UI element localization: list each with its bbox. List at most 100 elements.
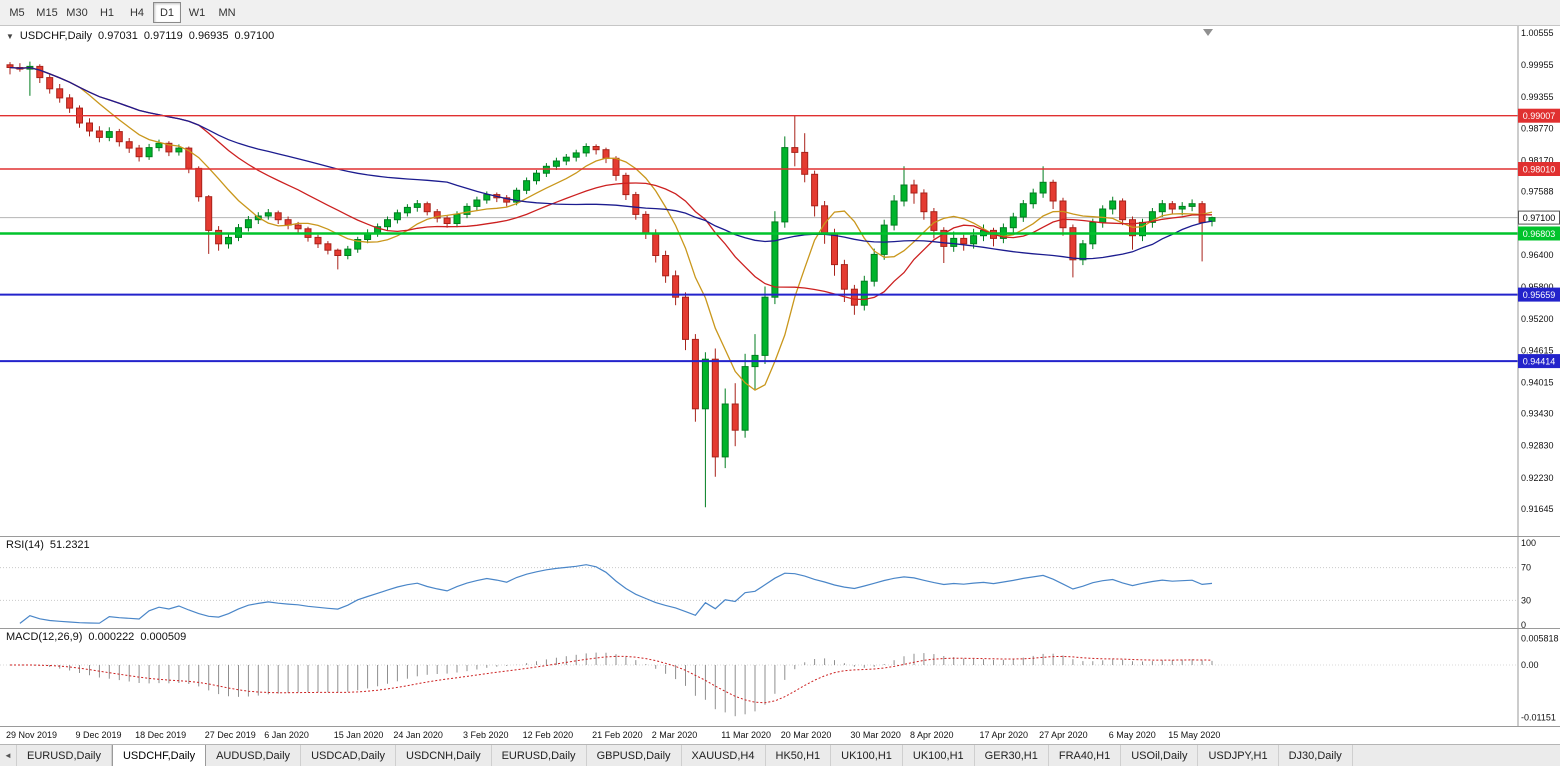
moving-average-8 [9, 66, 1213, 391]
macd-value-signal: 0.000509 [140, 631, 187, 643]
date-label: 27 Apr 2020 [1039, 730, 1088, 740]
macd-value-main: 0.000222 [88, 631, 135, 643]
macd-signal-line [10, 655, 1213, 704]
date-label: 6 Jan 2020 [264, 730, 309, 740]
timeframe-button-H4[interactable]: H4 [129, 6, 145, 19]
macd-axis-tick[interactable]: -0.01151 [1521, 713, 1556, 723]
date-label: 3 Feb 2020 [463, 730, 509, 740]
timeframe-button-W1[interactable]: W1 [188, 6, 206, 19]
date-label: 30 Mar 2020 [850, 730, 901, 740]
price-axis-tick[interactable]: 0.97588 [1521, 187, 1554, 197]
symbol-tab-bar: ◄ EURUSD,Daily USDCHF,Daily AUDUSD,Daily US… [0, 744, 1560, 766]
macd-title: MACD(12,26,9) [6, 631, 83, 643]
date-label: 12 Feb 2020 [522, 730, 574, 740]
chart-dropdown-icon[interactable]: ▼ [6, 31, 14, 41]
chart-header: ▼ USDCHF,Daily 0.97031 0.97119 0.96935 0… [6, 30, 274, 42]
chart-symbol-label: USDCHF,Daily [19, 30, 93, 42]
rsi-axis-tick[interactable]: 30 [1521, 595, 1531, 605]
main-chart-canvas[interactable]: 1.00555 0.99955 0.99355 0.98770 0.98170 0.975… [0, 26, 1560, 536]
price-axis-tick[interactable]: 0.93430 [1521, 409, 1554, 419]
timeframe-toolbar: M5 M15 M30 H1 H4 D1 W1 MN [0, 0, 1560, 26]
date-label: 17 Apr 2020 [979, 730, 1029, 740]
symbol-tab-10-UK100[interactable]: UK100,H1 [902, 745, 975, 766]
date-label: 9 Dec 2019 [75, 730, 122, 740]
symbol-tab-13-USOil[interactable]: USOil,Daily [1121, 745, 1199, 766]
macd-axis-tick[interactable]: 0.00 [1521, 660, 1539, 670]
rsi-axis-tick[interactable]: 70 [1521, 563, 1531, 573]
symbol-tab-5-EURUSD[interactable]: EURUSD,Daily [491, 745, 587, 766]
symbol-tab-12-FRA40[interactable]: FRA40,H1 [1048, 745, 1122, 766]
symbol-tab-4-USDCNH[interactable]: USDCNH,Daily [396, 745, 492, 766]
timeframe-button-M5[interactable]: M5 [9, 6, 25, 19]
price-badge-label: 0.95659 [1523, 290, 1556, 300]
date-label: 18 Dec 2019 [135, 730, 187, 740]
date-label: 21 Feb 2020 [592, 730, 643, 740]
timeframe-button-H1[interactable]: H1 [99, 6, 115, 19]
date-label: 2 Mar 2020 [651, 730, 698, 740]
timeframe-button-MN[interactable]: MN [218, 6, 236, 19]
chart-shift-marker[interactable] [1203, 29, 1213, 36]
tab-scroll-left-icon[interactable]: ◄ [0, 745, 17, 766]
moving-average-45 [9, 66, 1213, 260]
rsi-axis-tick[interactable]: 100 [1521, 538, 1536, 548]
symbol-tab-7-XAUUSD[interactable]: XAUUSD,H4 [681, 745, 766, 766]
date-label: 6 May 2020 [1108, 730, 1156, 740]
macd-indicator-pane[interactable]: 0.005818 0.00 -0.01151 [0, 628, 1560, 726]
price-axis-tick[interactable]: 0.94015 [1521, 377, 1554, 387]
symbol-tab-2-AUDUSD[interactable]: AUDUSD,Daily [206, 745, 302, 766]
price-badge-label: 0.96803 [1523, 229, 1556, 239]
timeframe-button-M15[interactable]: M15 [36, 6, 58, 19]
macd-canvas[interactable]: 0.005818 0.00 -0.01151 [0, 629, 1560, 726]
symbol-tab-15-DJ30[interactable]: DJ30,Daily [1278, 745, 1353, 766]
ohlc-close: 0.97100 [234, 30, 275, 42]
price-axis-tick[interactable]: 0.94615 [1521, 345, 1554, 355]
price-axis-tick[interactable]: 0.91645 [1521, 504, 1554, 514]
price-axis-tick[interactable]: 0.98170 [1521, 155, 1554, 165]
rsi-canvas[interactable]: 100 70 30 0 [0, 537, 1560, 628]
rsi-axis-tick[interactable]: 0 [1521, 620, 1526, 628]
price-badge-label: 0.98010 [1523, 165, 1556, 175]
price-axis-tick[interactable]: 0.99355 [1521, 92, 1554, 102]
date-label: 11 Mar 2020 [721, 730, 772, 740]
date-label: 8 Apr 2020 [910, 730, 954, 740]
date-label: 24 Jan 2020 [393, 730, 443, 740]
price-axis-tick[interactable]: 0.99955 [1521, 60, 1554, 70]
date-label: 15 Jan 2020 [333, 730, 384, 740]
price-axis-tick[interactable]: 0.96400 [1521, 250, 1554, 260]
price-axis-tick[interactable]: 0.95200 [1521, 314, 1554, 324]
rsi-value: 51.2321 [49, 539, 90, 551]
symbol-tab-1-USDCHF[interactable]: USDCHF,Daily [111, 745, 207, 766]
macd-header: MACD(12,26,9) 0.000222 0.000509 [6, 631, 186, 643]
ohlc-open: 0.97031 [98, 30, 138, 42]
timeframe-button-D1[interactable]: D1 [153, 2, 181, 23]
price-axis-tick[interactable]: 1.00555 [1521, 28, 1554, 38]
rsi-title: RSI(14) [6, 539, 44, 551]
date-label: 15 May 2020 [1168, 730, 1221, 740]
macd-histogram [19, 652, 1213, 717]
price-axis-tick[interactable]: 0.92830 [1521, 441, 1554, 451]
price-axis-tick[interactable]: 0.98770 [1521, 123, 1554, 133]
macd-axis-tick[interactable]: 0.005818 [1521, 634, 1559, 644]
symbol-tab-14-USDJPY[interactable]: USDJPY,H1 [1198, 745, 1279, 766]
price-axis-tick[interactable]: 0.95800 [1521, 282, 1554, 292]
main-chart-pane[interactable]: 1.00555 0.99955 0.99355 0.98770 0.98170 0.975… [0, 26, 1560, 536]
date-label: 20 Mar 2020 [780, 730, 832, 740]
price-badge-label: 0.97100 [1523, 213, 1556, 223]
price-axis-tick[interactable]: 0.92230 [1521, 473, 1554, 483]
ohlc-low: 0.96935 [188, 30, 229, 42]
rsi-indicator-pane[interactable]: 100 70 30 0 [0, 536, 1560, 628]
timeframe-button-M30[interactable]: M30 [66, 6, 88, 19]
symbol-tab-11-GER30[interactable]: GER30,H1 [974, 745, 1049, 766]
candles-layer [6, 61, 1216, 508]
symbol-tab-6-GBPUSD[interactable]: GBPUSD,Daily [586, 745, 682, 766]
price-badge-label: 0.94414 [1523, 357, 1556, 367]
price-badge-label: 0.99007 [1523, 111, 1556, 121]
date-label: 29 Nov 2019 [6, 730, 58, 740]
date-label: 27 Dec 2019 [204, 730, 256, 740]
time-axis[interactable]: 29 Nov 2019 9 Dec 2019 18 Dec 2019 27 Dec 2… [0, 726, 1560, 744]
symbol-tab-3-USDCAD[interactable]: USDCAD,Daily [301, 745, 397, 766]
moving-average-20 [9, 66, 1212, 301]
symbol-tab-9-UK100[interactable]: UK100,H1 [831, 745, 903, 766]
symbol-tab-0-EURUSD[interactable]: EURUSD,Daily [17, 745, 112, 766]
symbol-tab-8-HK50[interactable]: HK50,H1 [765, 745, 832, 766]
